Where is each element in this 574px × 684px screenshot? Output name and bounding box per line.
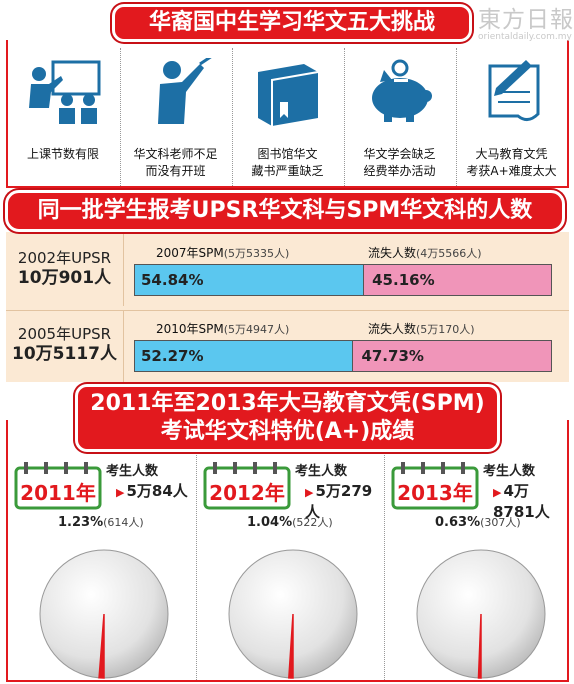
spm-aplus-title: 2011年至2013年大马教育文凭(SPM) 考试华文科特优(A+)成绩 <box>75 384 500 452</box>
challenge-item: 华文学会缺乏 经费举办活动 <box>344 48 454 186</box>
calendar-year: 2013年 <box>397 481 473 505</box>
challenges-panel: 上课节数有限 华文科老师不足 而没有开班 图书馆华文 藏书严重缺乏 <box>6 40 569 188</box>
pie-chart <box>228 549 358 679</box>
teacher-pointer-icon <box>157 58 212 124</box>
spm-label: 2007年SPM(5万5335人) <box>156 246 290 260</box>
calendar-year: 2011年 <box>20 481 96 505</box>
upsr-spm-chart: 2002年UPSR 10万901人 2007年SPM(5万5335人) 流失人数… <box>6 232 569 382</box>
year-column: 2013年 考生人数 ▶ 4万8781人 0.63%(307人) <box>384 450 570 680</box>
pie-aplus-slice <box>288 613 294 679</box>
book-icon <box>257 64 318 126</box>
upsr-count: 10万5117人 <box>12 344 117 364</box>
spm-segment: 54.84% <box>135 265 364 295</box>
piggy-bank-icon <box>371 59 432 122</box>
stacked-bar: 54.84% 45.16% <box>134 264 552 296</box>
challenges-title: 华裔国中生学习华文五大挑战 <box>112 4 472 42</box>
cohort-row: 2002年UPSR 10万901人 2007年SPM(5万5335人) 流失人数… <box>6 234 569 311</box>
aplus-pct: 1.04%(522人) <box>247 515 333 530</box>
challenge-label: 图书馆华文 藏书严重缺乏 <box>251 147 324 178</box>
upsr-spm-title: 同一批学生报考UPSR华文科与SPM华文科的人数 <box>5 190 565 232</box>
candidates-count: ▶ 5万84人 <box>116 482 188 500</box>
cohort-label: 2005年UPSR 10万5117人 <box>6 310 124 382</box>
year-column: 2011年 考生人数 ▶ 5万84人 1.23%(614人) <box>8 450 194 680</box>
aplus-pct: 0.63%(307人) <box>435 515 521 530</box>
title-line: 2011年至2013年大马教育文凭(SPM) <box>90 391 485 416</box>
challenge-item: 华文科老师不足 而没有开班 <box>120 48 230 186</box>
challenge-item: 上课节数有限 <box>8 48 118 186</box>
upsr-count: 10万901人 <box>17 268 112 288</box>
calendar-icon: 2012年 <box>203 462 291 510</box>
pie-chart <box>39 549 169 679</box>
spm-label: 2010年SPM(5万4947人) <box>156 322 290 336</box>
aplus-pct: 1.23%(614人) <box>58 515 144 530</box>
upsr-year: 2005年UPSR <box>17 325 112 343</box>
teacher-class-icon <box>29 60 101 124</box>
challenge-label: 华文学会缺乏 经费举办活动 <box>363 147 436 178</box>
lost-segment: 45.16% <box>363 265 551 295</box>
challenge-item: 图书馆华文 藏书严重缺乏 <box>232 48 342 186</box>
pie-chart <box>416 549 546 679</box>
lost-segment: 47.73% <box>352 341 551 371</box>
publisher-url: orientaldaily.com.my <box>478 32 572 42</box>
title-line: 考试华文科特优(A+)成绩 <box>160 419 415 444</box>
calendar-year: 2012年 <box>209 481 285 505</box>
divider <box>6 310 569 311</box>
pen-certificate-icon <box>488 60 539 121</box>
pie-aplus-slice <box>477 613 482 679</box>
triangle-icon: ▶ <box>493 486 502 499</box>
pie-aplus-slice <box>98 613 105 679</box>
candidates-count: ▶ 4万8781人 <box>493 482 550 521</box>
stacked-bar: 52.27% 47.73% <box>134 340 552 372</box>
lost-label: 流失人数(4万5566人) <box>368 246 482 260</box>
triangle-icon: ▶ <box>116 486 125 499</box>
upsr-year: 2002年UPSR <box>17 249 112 267</box>
candidates-label: 考生人数 <box>295 464 348 479</box>
candidates-label: 考生人数 <box>106 464 159 479</box>
challenge-label: 华文科老师不足 而没有开班 <box>133 147 218 178</box>
publisher-watermark: 東方日報 orientaldaily.com.my <box>478 8 574 43</box>
candidates-label: 考生人数 <box>483 464 536 479</box>
publisher-name: 東方日報 <box>478 7 574 33</box>
challenge-label: 大马教育文凭 考获A+难度太大 <box>466 147 557 178</box>
lost-label: 流失人数(5万170人) <box>368 322 475 336</box>
year-column: 2012年 考生人数 ▶ 5万279人 1.04%(522人) <box>196 450 382 680</box>
challenge-item: 大马教育文凭 考获A+难度太大 <box>456 48 566 186</box>
cohort-row: 2005年UPSR 10万5117人 2010年SPM(5万4947人) 流失人… <box>6 310 569 382</box>
candidates-count: ▶ 5万279人 <box>305 482 373 521</box>
triangle-icon: ▶ <box>305 486 314 499</box>
spm-segment: 52.27% <box>135 341 353 371</box>
spm-aplus-panel: 2011年 考生人数 ▶ 5万84人 1.23%(614人) 2012年 考生人数… <box>6 420 569 682</box>
challenge-label: 上课节数有限 <box>26 147 99 161</box>
cohort-label: 2002年UPSR 10万901人 <box>6 234 124 306</box>
calendar-icon: 2013年 <box>391 462 479 510</box>
calendar-icon: 2011年 <box>14 462 102 510</box>
